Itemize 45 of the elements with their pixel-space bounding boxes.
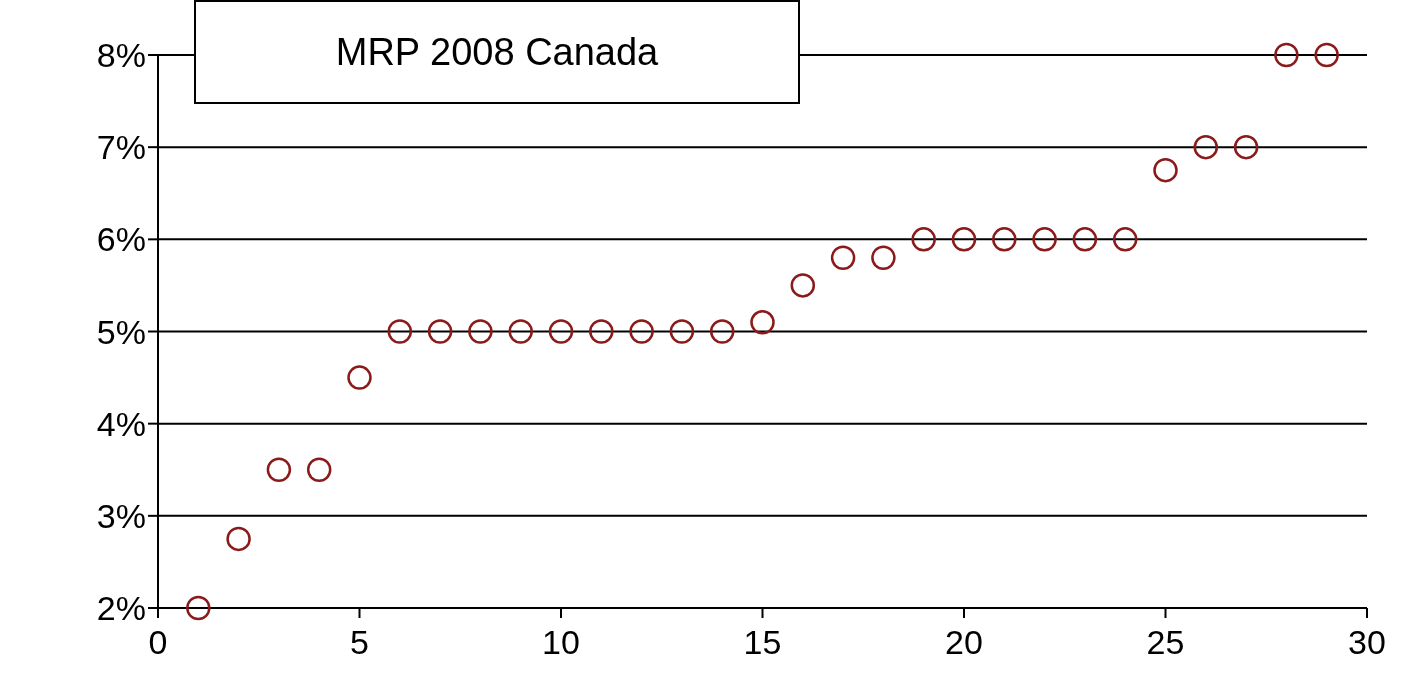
point (951, 227, 977, 252)
point (468, 319, 493, 344)
point (1193, 134, 1219, 160)
point (186, 595, 211, 621)
y-tick-label: 4% (96, 404, 146, 443)
point (387, 319, 413, 344)
y-tick-label: 7% (96, 128, 146, 167)
x-tick-label: 20 (945, 623, 983, 662)
point (226, 526, 251, 552)
point (1153, 157, 1178, 183)
point (871, 245, 896, 271)
x-tick-label: 25 (1146, 623, 1185, 662)
point (709, 319, 735, 344)
point (1032, 227, 1057, 252)
y-tick-label: 3% (96, 496, 146, 535)
point (548, 319, 574, 344)
y-tick-label: 6% (96, 220, 146, 259)
point (1112, 227, 1138, 252)
point (790, 273, 816, 298)
point (306, 457, 332, 482)
chart-title: MRP 2008 Canada (335, 30, 659, 74)
point (589, 319, 614, 344)
point (669, 319, 695, 344)
point (347, 365, 372, 390)
x-tick-label: 30 (1348, 623, 1386, 662)
point (1314, 42, 1339, 68)
y-tick-label: 2% (96, 589, 146, 628)
point (427, 319, 453, 344)
point (830, 245, 856, 271)
y-tick-label: 5% (96, 312, 146, 351)
point (1274, 42, 1299, 68)
point (911, 227, 936, 252)
point (992, 227, 1017, 252)
x-tick-label: 10 (542, 623, 580, 662)
point (508, 319, 533, 344)
point (1072, 227, 1098, 252)
x-tick-label: 5 (350, 623, 369, 662)
x-tick-label: 0 (148, 623, 168, 662)
point (266, 457, 292, 482)
y-tick-label: 8% (96, 36, 146, 75)
point (750, 310, 775, 335)
point (629, 319, 654, 344)
x-tick-label: 15 (743, 623, 782, 662)
point (1233, 134, 1259, 160)
title-frame: MRP 2008 Canada (194, 0, 800, 104)
